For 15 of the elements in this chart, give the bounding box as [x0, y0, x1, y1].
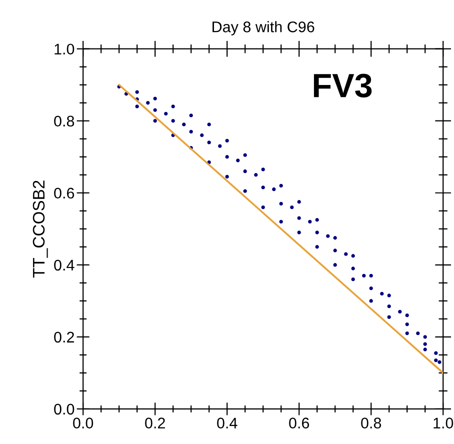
- x-tick-label: 0.8: [361, 418, 382, 428]
- y-tick-label: 0.0: [54, 404, 74, 415]
- y-tick-label: 1.0: [54, 44, 74, 55]
- chart-title: Day 8 with C96: [212, 21, 314, 36]
- x-tick-label: 0.2: [145, 418, 165, 428]
- x-tick-label: 0.0: [73, 418, 94, 428]
- y-tick-label: 0.8: [54, 116, 74, 127]
- y-axis-title: TT_CCOSB2: [32, 180, 48, 278]
- x-tick-label: 1.0: [434, 418, 454, 428]
- x-tick-label: 0.4: [217, 418, 238, 428]
- x-tick-label: 0.6: [289, 418, 310, 428]
- y-tick-label: 0.2: [54, 332, 74, 343]
- y-tick-label: 0.4: [54, 260, 74, 271]
- y-tick-label: 0.6: [54, 188, 74, 199]
- annotation: FV3: [314, 74, 372, 98]
